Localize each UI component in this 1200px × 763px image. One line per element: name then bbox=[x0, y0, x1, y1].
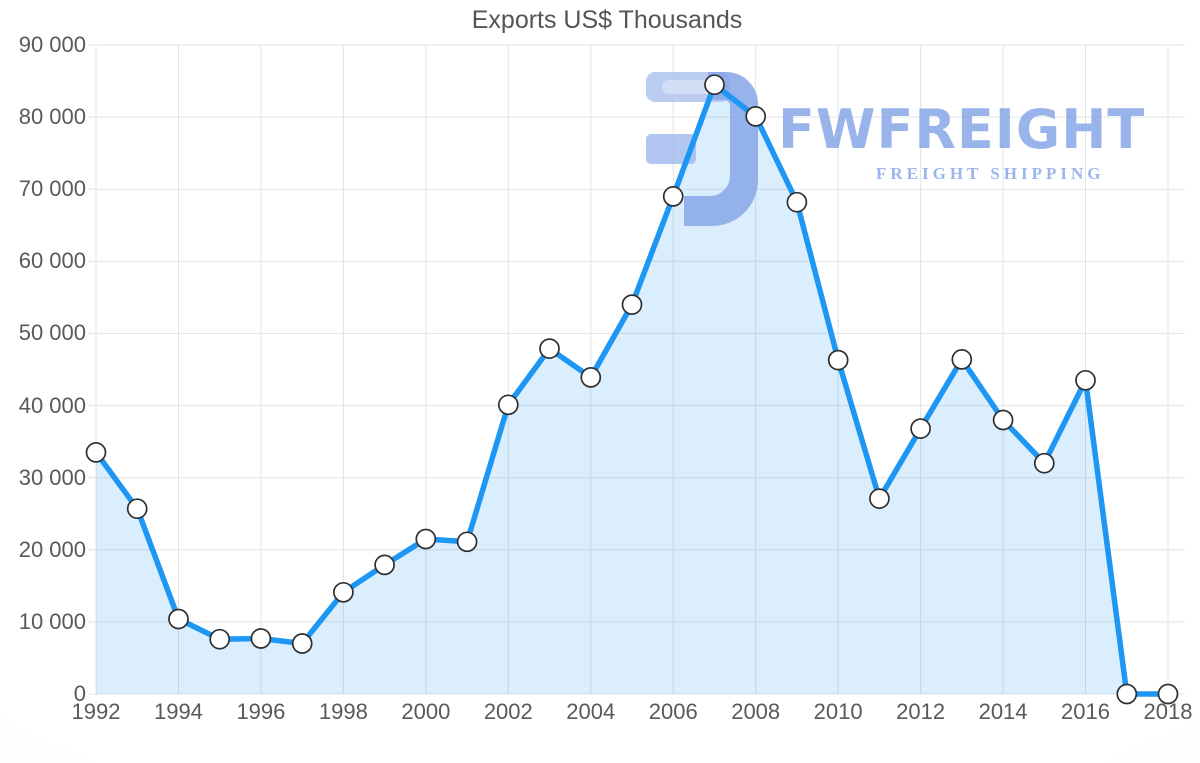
data-point-1992[interactable] bbox=[85, 442, 107, 463]
data-point-2001[interactable] bbox=[456, 531, 478, 553]
data-point-1994[interactable] bbox=[168, 608, 189, 630]
x-tick-label: 2000 bbox=[401, 699, 451, 724]
y-tick-label: 0 bbox=[73, 681, 86, 706]
x-tick-label: 2004 bbox=[566, 699, 616, 724]
data-point-2015[interactable] bbox=[1033, 452, 1055, 474]
data-point-1995[interactable] bbox=[209, 628, 231, 650]
data-point-2002[interactable] bbox=[497, 394, 519, 416]
x-tick-label: 2014 bbox=[978, 699, 1028, 724]
y-tick-label: 50 000 bbox=[18, 320, 86, 346]
area-fill bbox=[96, 84, 1168, 694]
chart-title: Exports US$ Thousands bbox=[471, 6, 743, 34]
data-point-2017[interactable] bbox=[1116, 683, 1138, 705]
fwfreight-logo-icon bbox=[646, 72, 758, 226]
data-point-1999[interactable] bbox=[374, 554, 395, 576]
data-point-2005[interactable] bbox=[621, 294, 643, 315]
series-line bbox=[93, 81, 1171, 697]
data-point-2011[interactable] bbox=[869, 488, 890, 509]
y-tick-label: 40 000 bbox=[18, 392, 86, 418]
data-point-2004[interactable] bbox=[580, 367, 602, 388]
x-tick-label: 1998 bbox=[318, 699, 368, 724]
x-tick-label: 2016 bbox=[1061, 699, 1110, 724]
data-point-2012[interactable] bbox=[910, 418, 931, 439]
data-point-2008[interactable] bbox=[745, 106, 767, 127]
x-tick-label: 2012 bbox=[896, 699, 946, 724]
x-tick-label: 2006 bbox=[648, 699, 698, 724]
data-point-2000[interactable] bbox=[415, 528, 437, 550]
watermark-logo: FWFREIGHT FREIGHT SHIPPING bbox=[646, 70, 1145, 232]
y-tick-label: 60 000 bbox=[18, 248, 86, 274]
data-point-2010[interactable] bbox=[827, 349, 849, 371]
data-point-2006[interactable] bbox=[662, 186, 684, 207]
data-point-2014[interactable] bbox=[992, 409, 1014, 431]
data-point-2003[interactable] bbox=[539, 338, 560, 359]
watermark-tagline: FREIGHT SHIPPING bbox=[876, 164, 1105, 183]
y-tick-label: 10 000 bbox=[18, 608, 86, 634]
y-tick-label: 30 000 bbox=[18, 464, 86, 490]
x-tick-label: 1996 bbox=[236, 699, 286, 724]
x-tick-label: 2018 bbox=[1143, 699, 1193, 724]
y-tick-label: 20 000 bbox=[18, 536, 86, 562]
data-point-1993[interactable] bbox=[126, 498, 148, 520]
data-point-1997[interactable] bbox=[291, 633, 313, 654]
data-point-1998[interactable] bbox=[333, 581, 354, 603]
x-tick-label: 2002 bbox=[483, 699, 533, 724]
data-point-2018[interactable] bbox=[1157, 683, 1179, 705]
y-tick-label: 90 000 bbox=[18, 32, 86, 57]
data-point-2009[interactable] bbox=[786, 191, 808, 213]
x-tick-label: 1992 bbox=[71, 699, 121, 724]
data-point-2013[interactable] bbox=[951, 349, 973, 370]
data-point-1996[interactable] bbox=[250, 628, 272, 649]
x-tick-label: 1994 bbox=[153, 699, 203, 724]
data-point-2016[interactable] bbox=[1075, 369, 1096, 391]
watermark-text: FWFREIGHT FREIGHT SHIPPING bbox=[778, 70, 1145, 184]
data-point-2007[interactable] bbox=[704, 74, 725, 96]
x-tick-label: 2008 bbox=[731, 699, 781, 724]
y-tick-label: 80 000 bbox=[18, 104, 86, 130]
x-tick-label: 2010 bbox=[813, 699, 863, 724]
watermark-brand: FWFREIGHT bbox=[778, 98, 1146, 161]
y-tick-label: 70 000 bbox=[18, 176, 86, 202]
